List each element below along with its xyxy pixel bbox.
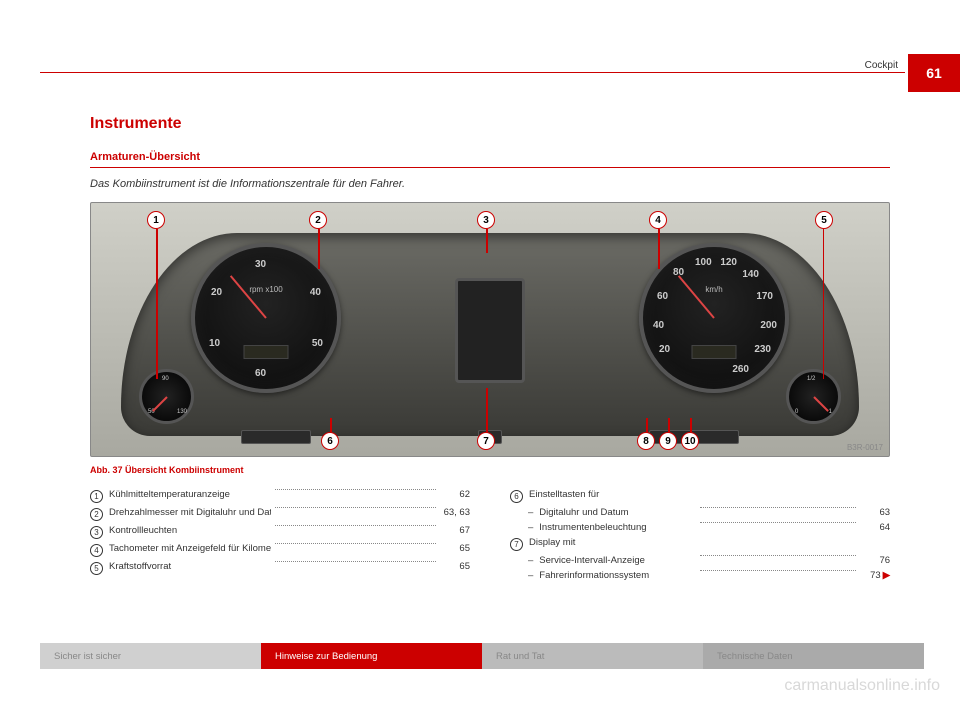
callout-1: 1 <box>147 211 165 229</box>
legend-row: 5 Kraftstoffvorrat 65 <box>90 561 470 575</box>
legend-row: 1 Kühlmitteltemperaturanzeige 62 <box>90 489 470 503</box>
rpm-needle <box>230 275 267 318</box>
legend-row: 7 Display mit <box>510 537 890 551</box>
legend-subrow: –Instrumentenbeleuchtung64 <box>510 522 890 533</box>
footer-tab-2: Hinweise zur Bedienung <box>261 643 482 669</box>
legend-right: 6Einstelltasten für–Digitaluhr und Datum… <box>510 489 890 585</box>
page-number: 61 <box>908 54 960 92</box>
legend-subrow: –Service-Intervall-Anzeige76 <box>510 555 890 566</box>
legend-num-icon: 6 <box>510 490 523 503</box>
legend-page: 63 <box>860 507 890 518</box>
legend-row: 4 Tachometer mit Anzeigefeld für Kilomete… <box>90 543 470 557</box>
callout-8: 8 <box>637 432 655 450</box>
manual-page: Cockpit 61 Instrumente Armaturen-Übersic… <box>0 0 960 701</box>
legend-sub-label: Instrumentenbeleuchtung <box>539 522 695 533</box>
legend-sub-label: Digitaluhr und Datum <box>539 507 695 518</box>
section-title: Cockpit <box>865 60 898 71</box>
watermark: carmanualsonline.info <box>784 677 940 695</box>
legend-columns: 1 Kühlmitteltemperaturanzeige 62 2 Drehzahlm… <box>90 489 890 585</box>
legend-num-icon: 7 <box>510 538 523 551</box>
temp-gauge: 50 90 130 <box>139 369 194 424</box>
legend-label: Drehzahlmesser mit Digitaluhr und Datums… <box>109 507 271 518</box>
legend-row: 3 Kontrollleuchten 67 <box>90 525 470 539</box>
speed-lcd <box>692 345 737 359</box>
legend-label: Display mit <box>529 537 890 548</box>
rpm-lcd <box>244 345 289 359</box>
center-display <box>455 278 525 383</box>
instrument-figure: 10 20 30 40 50 60 rpm x100 20 40 60 80 1… <box>90 202 890 457</box>
dashboard: 10 20 30 40 50 60 rpm x100 20 40 60 80 1… <box>121 233 859 436</box>
footer-tab-4: Technische Daten <box>703 643 924 669</box>
legend-row: 2 Drehzahlmesser mit Digitaluhr und Datum… <box>90 507 470 521</box>
legend-left: 1 Kühlmitteltemperaturanzeige 62 2 Drehzahlm… <box>90 489 470 585</box>
legend-label: Einstelltasten für <box>529 489 890 500</box>
callout-10: 10 <box>681 432 699 450</box>
content: Instrumente Armaturen-Übersicht Das Komb… <box>90 115 890 585</box>
figure-caption: Abb. 37 Übersicht Kombiinstrument <box>90 465 890 475</box>
callout-7: 7 <box>477 432 495 450</box>
legend-row: 6 Einstelltasten für <box>510 489 890 503</box>
callout-9: 9 <box>659 432 677 450</box>
legend-page: 65 <box>440 543 470 554</box>
legend-page: 67 <box>440 525 470 536</box>
heading-1: Instrumente <box>90 115 890 133</box>
legend-num-icon: 5 <box>90 562 103 575</box>
footer-tab-1: Sicher ist sicher <box>40 643 261 669</box>
legend-label: Kontrollleuchten <box>109 525 271 536</box>
heading-2: Armaturen-Übersicht <box>90 151 890 168</box>
legend-sub-label: Service-Intervall-Anzeige <box>539 555 695 566</box>
legend-subrow: –Digitaluhr und Datum63 <box>510 507 890 518</box>
footer-tab-3: Rat und Tat <box>482 643 703 669</box>
callout-2: 2 <box>309 211 327 229</box>
callout-3: 3 <box>477 211 495 229</box>
legend-num-icon: 3 <box>90 526 103 539</box>
fuel-needle <box>813 396 829 412</box>
callout-5: 5 <box>815 211 833 229</box>
callout-4: 4 <box>649 211 667 229</box>
legend-num-icon: 1 <box>90 490 103 503</box>
page-header: Cockpit 61 <box>40 54 960 76</box>
footer-tabs: Sicher ist sicher Hinweise zur Bedienung… <box>40 643 924 669</box>
figure-id: B3R-0017 <box>847 443 883 452</box>
legend-page: 65 <box>440 561 470 572</box>
legend-page: 63, 63 <box>440 507 470 518</box>
speed-gauge: 20 40 60 80 100 120 140 170 200 230 260 … <box>639 243 789 393</box>
legend-label: Tachometer mit Anzeigefeld für Kilometer… <box>109 543 271 554</box>
legend-label: Kühlmitteltemperaturanzeige <box>109 489 271 500</box>
legend-page: 73▶ <box>860 570 890 581</box>
fuel-gauge: 0 1/2 1 <box>786 369 841 424</box>
header-rule <box>40 72 905 73</box>
legend-sub-label: Fahrerinformationssystem <box>539 570 695 581</box>
button-group-left <box>241 430 311 444</box>
legend-page: 64 <box>860 522 890 533</box>
lead-text: Das Kombiinstrument ist die Informations… <box>90 178 890 190</box>
callout-6: 6 <box>321 432 339 450</box>
temp-needle <box>152 396 168 412</box>
legend-num-icon: 4 <box>90 544 103 557</box>
continue-arrow-icon: ▶ <box>883 570 890 581</box>
legend-num-icon: 2 <box>90 508 103 521</box>
legend-subrow: –Fahrerinformationssystem73▶ <box>510 570 890 581</box>
speed-needle <box>678 275 715 318</box>
legend-page: 76 <box>860 555 890 566</box>
legend-label: Kraftstoffvorrat <box>109 561 271 572</box>
legend-page: 62 <box>440 489 470 500</box>
